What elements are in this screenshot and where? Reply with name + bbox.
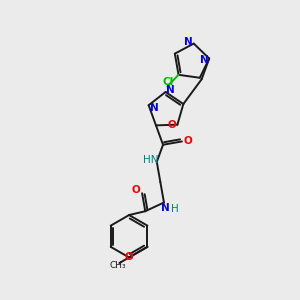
Text: O: O bbox=[132, 185, 141, 195]
Text: N: N bbox=[161, 203, 170, 213]
Text: N: N bbox=[167, 85, 175, 95]
Text: Cl: Cl bbox=[162, 77, 173, 87]
Text: N: N bbox=[200, 55, 208, 65]
Text: O: O bbox=[167, 120, 176, 130]
Text: O: O bbox=[184, 136, 193, 146]
Text: O: O bbox=[124, 252, 133, 262]
Text: N: N bbox=[184, 37, 193, 47]
Text: H: H bbox=[171, 204, 179, 214]
Text: N: N bbox=[150, 103, 158, 112]
Text: CH₃: CH₃ bbox=[110, 262, 126, 271]
Text: HN: HN bbox=[142, 154, 158, 165]
